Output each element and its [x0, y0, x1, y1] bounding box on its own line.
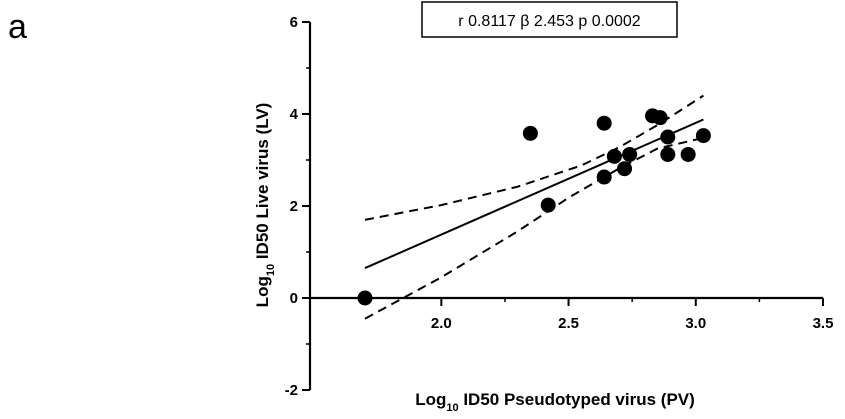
- x-tick-label: 3.5: [813, 315, 834, 332]
- y-tick-label: 2: [290, 198, 298, 215]
- axes: [302, 21, 824, 391]
- data-point: [522, 125, 538, 141]
- data-point: [660, 146, 676, 162]
- data-point: [680, 146, 696, 162]
- data-points: [357, 108, 711, 306]
- ci-lower-line: [364, 136, 704, 320]
- x-tick-label: 2.5: [558, 315, 579, 332]
- data-point: [695, 128, 711, 144]
- panel-label: a: [8, 8, 27, 46]
- y-tick-label: 0: [290, 290, 298, 307]
- tick-labels: -2 0 2 4 6 2.0 2.5 3.0 3.5: [285, 14, 834, 399]
- x-tick-label: 2.0: [431, 315, 452, 332]
- stats-annotation-text: r 0.8117 β 2.453 p 0.0002: [458, 13, 640, 30]
- data-point: [622, 146, 638, 162]
- stats-annotation-box: [421, 1, 678, 38]
- regression-line-group: [364, 118, 704, 270]
- stats-annotation: r 0.8117 β 2.453 p 0.0002: [421, 1, 678, 38]
- data-point: [596, 169, 612, 185]
- data-point: [652, 110, 668, 126]
- ci-upper-line: [364, 94, 704, 221]
- y-axis-title: Log10 ID50 Live virus (LV): [253, 103, 277, 308]
- y-tick-label: 4: [290, 106, 299, 123]
- data-point: [606, 148, 622, 164]
- y-tick-label: 6: [290, 14, 298, 31]
- x-axis-title: Log10 ID50 Pseudotyped virus (PV): [415, 390, 695, 414]
- x-tick-label: 3.0: [685, 315, 706, 332]
- data-point: [617, 161, 633, 177]
- confidence-band: [364, 94, 704, 320]
- data-point: [660, 129, 676, 145]
- data-point: [596, 115, 612, 131]
- regression-line: [364, 118, 704, 270]
- data-point: [357, 290, 373, 306]
- y-tick-label: -2: [285, 382, 298, 399]
- data-point: [540, 197, 556, 213]
